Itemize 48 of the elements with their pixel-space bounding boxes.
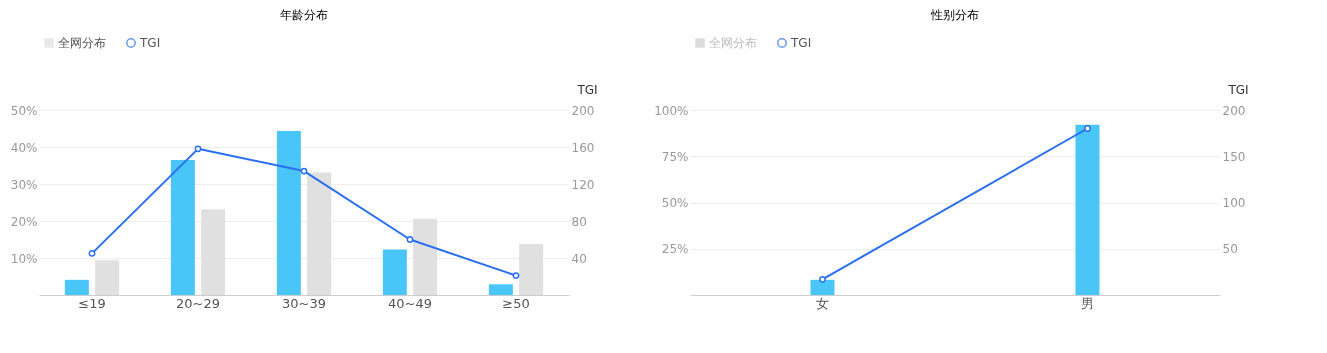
x-tick-label: 20~29	[176, 295, 220, 311]
bar	[201, 209, 226, 295]
x-tick-label: 40~49	[388, 295, 432, 311]
x-tick-label: 男	[1081, 295, 1094, 311]
legend-label: TGI	[790, 36, 812, 50]
point	[512, 272, 520, 279]
x-tick-label: 30~39	[282, 295, 326, 311]
y2-tick-label: 80	[571, 214, 587, 229]
bar	[519, 243, 544, 295]
y2-tick-label: 50	[1222, 242, 1238, 257]
y-tick-label: 75%	[661, 149, 689, 164]
bar	[307, 172, 332, 295]
bar	[413, 218, 438, 295]
x-tick-label: 女	[816, 295, 829, 311]
bar	[382, 249, 407, 295]
bar	[170, 159, 195, 295]
y-tick-label: 100%	[654, 103, 689, 118]
legend-label: 全网分布	[709, 36, 757, 50]
legend-label: TGI	[139, 36, 161, 50]
y-tick-label: 50%	[661, 196, 689, 210]
y-tick-label: 25%	[661, 242, 689, 257]
y2-tick-label: 100	[1222, 196, 1246, 210]
y-tick-label: 10%	[10, 251, 38, 266]
bar	[95, 260, 120, 295]
y2-tick-label: 120	[571, 177, 595, 192]
y-tick-label: 50%	[10, 103, 38, 118]
y2-axis-title: TGI	[576, 82, 598, 97]
bar	[64, 279, 89, 295]
legend-label: 全网分布	[58, 36, 106, 50]
y2-tick-label: 160	[571, 140, 595, 155]
chart-title: 年龄分布	[280, 7, 328, 22]
y-tick-label: 40%	[10, 140, 38, 155]
y2-tick-label: 150	[1222, 149, 1246, 164]
x-tick-label: ≤19	[78, 295, 106, 311]
point	[406, 236, 414, 243]
y-tick-label: 20%	[10, 214, 38, 229]
bar	[488, 284, 513, 295]
x-tick-label: ≥50	[502, 295, 530, 311]
point	[88, 249, 96, 257]
y-tick-label: 30%	[10, 177, 38, 192]
bar	[276, 131, 301, 295]
chart-title: 性别分布	[930, 7, 979, 22]
y2-tick-label: 40	[571, 251, 587, 266]
y2-tick-label: 200	[571, 103, 595, 118]
y2-axis-title: TGI	[1227, 82, 1249, 97]
point	[300, 167, 308, 175]
point	[194, 145, 202, 153]
y2-tick-label: 200	[1222, 103, 1246, 118]
